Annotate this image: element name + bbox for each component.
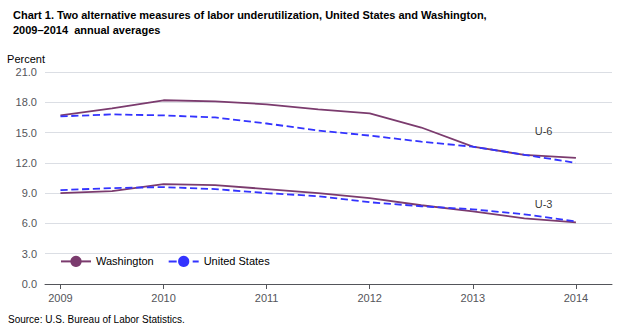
svg-text:15.0: 15.0 (16, 127, 37, 139)
svg-text:3.0: 3.0 (22, 248, 37, 260)
svg-text:Percent: Percent (7, 53, 45, 65)
svg-text:Chart 1. Two alternative measu: Chart 1. Two alternative measures of lab… (13, 9, 487, 21)
svg-text:2010: 2010 (151, 292, 175, 304)
svg-text:U-3: U-3 (535, 198, 553, 210)
svg-text:21.0: 21.0 (16, 66, 37, 78)
svg-text:2014: 2014 (564, 292, 588, 304)
svg-text:2011: 2011 (255, 292, 279, 304)
svg-text:0.0: 0.0 (22, 278, 37, 290)
svg-text:18.0: 18.0 (16, 96, 37, 108)
svg-text:2013: 2013 (461, 292, 485, 304)
svg-text:9.0: 9.0 (22, 187, 37, 199)
svg-text:U-6: U-6 (535, 125, 553, 137)
svg-text:2009: 2009 (48, 292, 72, 304)
svg-text:Washington: Washington (96, 255, 154, 267)
svg-text:2009–2014 annual averages: 2009–2014 annual averages (13, 24, 160, 36)
svg-text:United States: United States (204, 255, 271, 267)
svg-text:6.0: 6.0 (22, 217, 37, 229)
svg-text:Source: U.S. Bureau of Labor S: Source: U.S. Bureau of Labor Statistics. (8, 314, 185, 325)
svg-text:12.0: 12.0 (16, 157, 37, 169)
svg-text:2012: 2012 (357, 292, 381, 304)
